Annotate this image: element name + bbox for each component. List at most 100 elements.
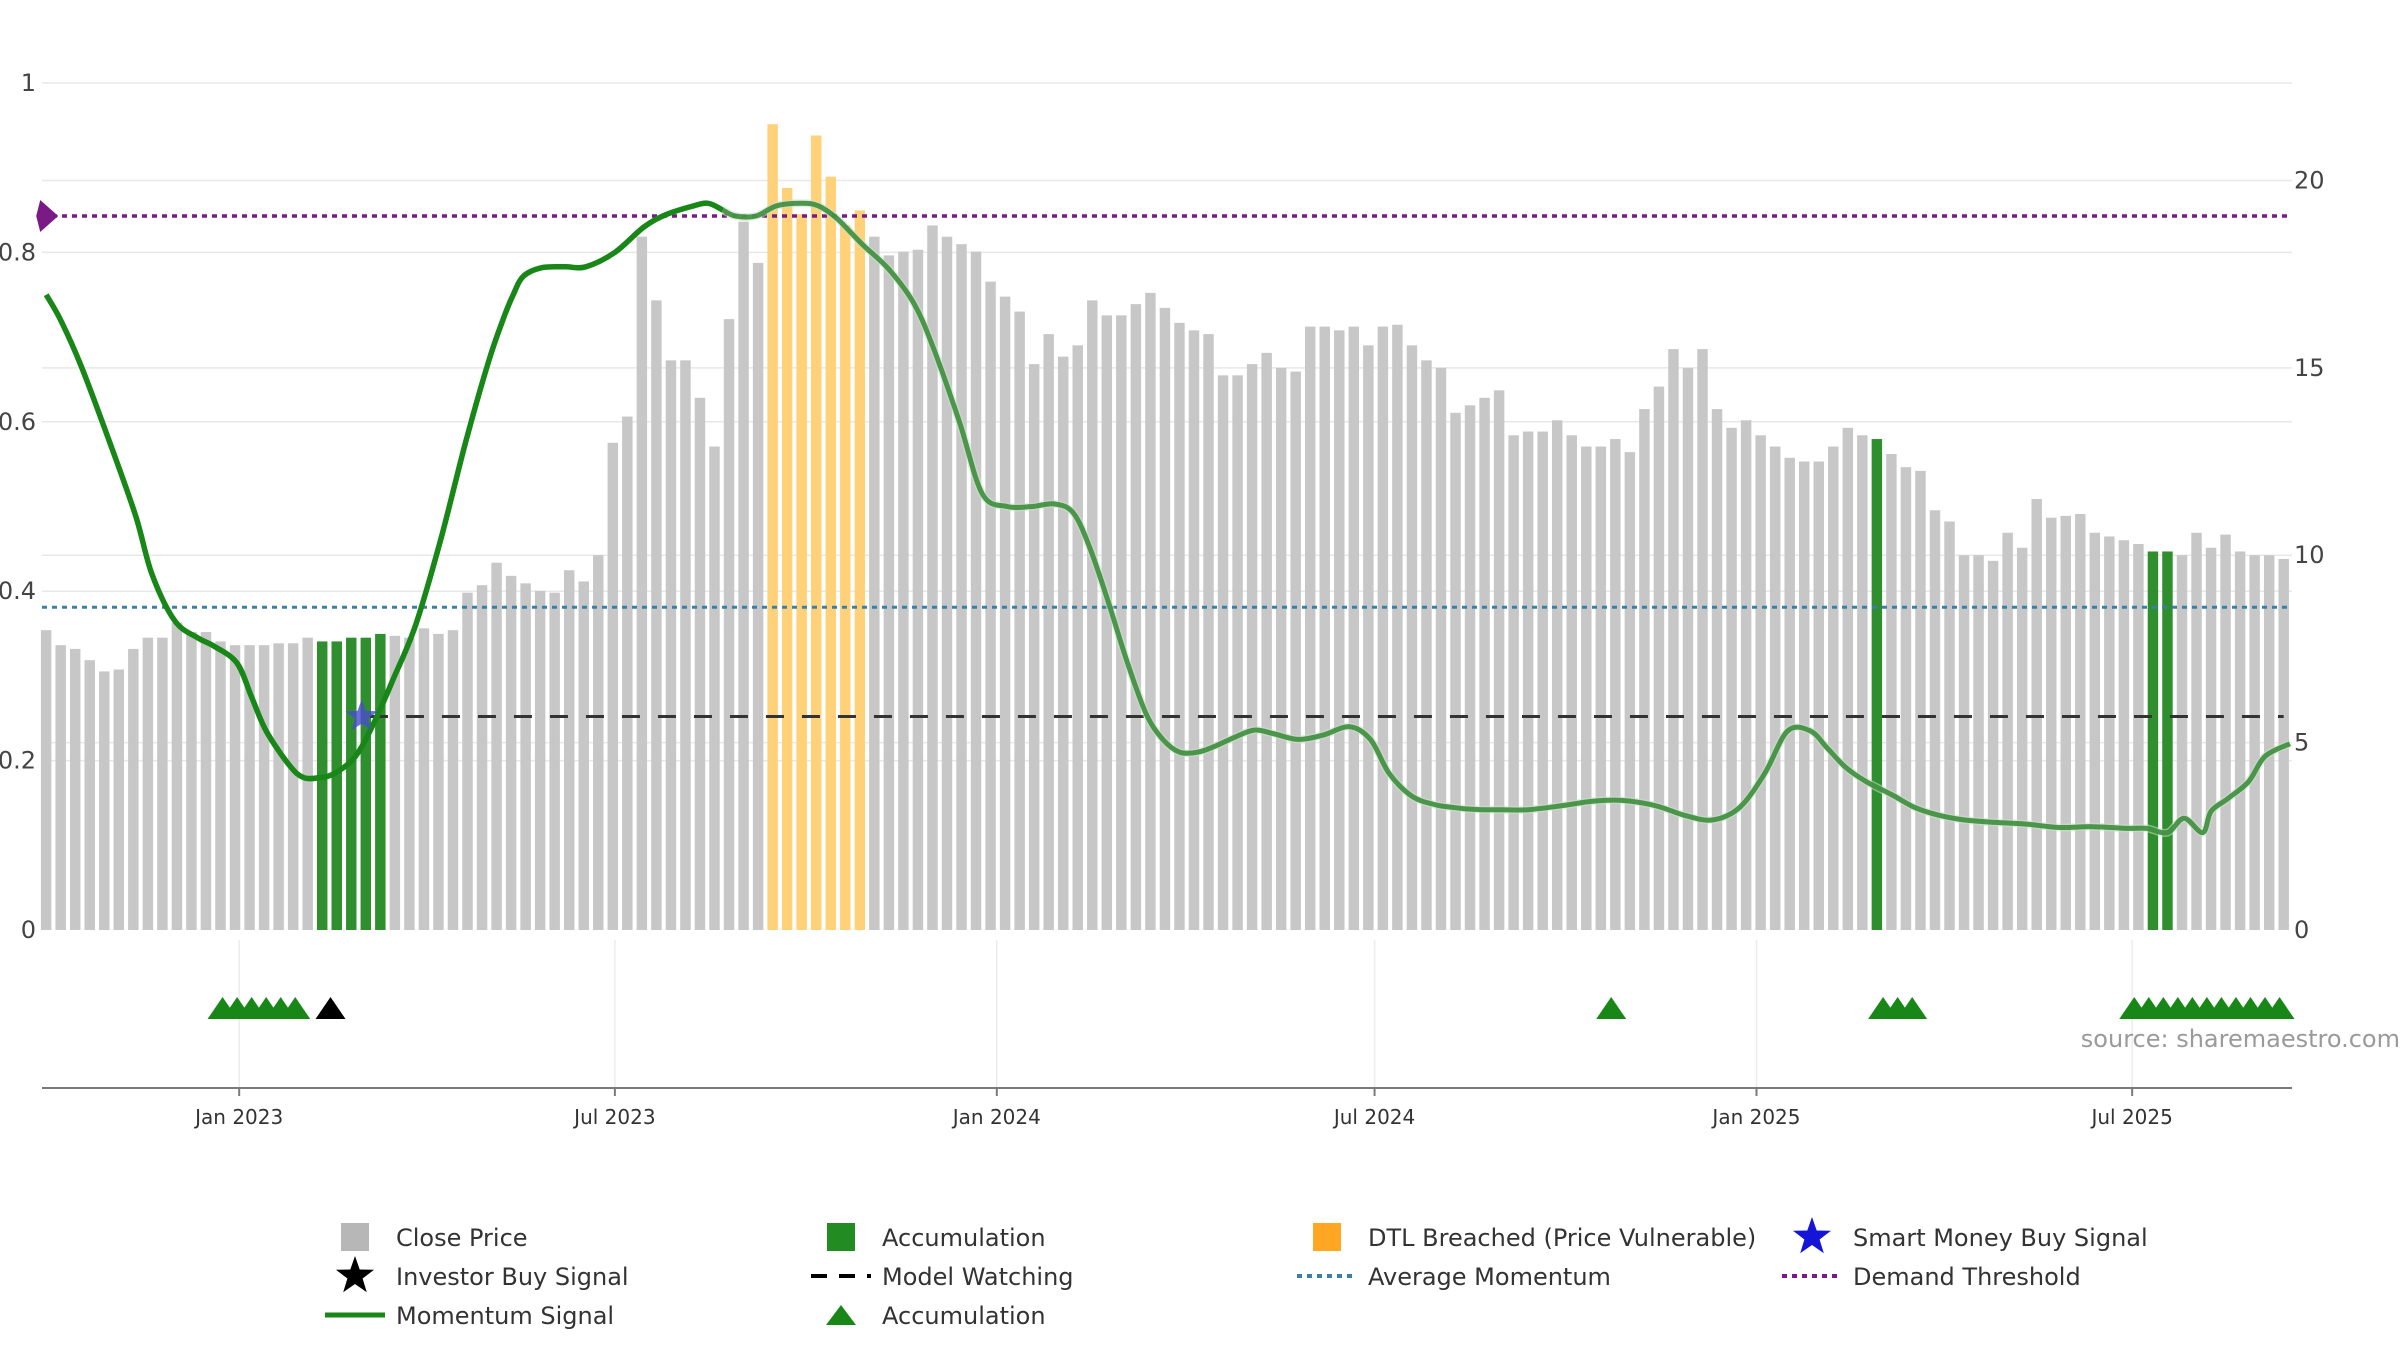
dtl-breached-bar[interactable] [840, 225, 851, 931]
legend-item[interactable]: Accumulation [826, 1302, 1046, 1330]
close-price-bar[interactable] [520, 583, 531, 930]
close-price-bar[interactable] [1421, 360, 1432, 930]
close-price-bar[interactable] [723, 319, 735, 931]
close-price-bar[interactable] [1842, 427, 1854, 930]
close-price-bar[interactable] [1755, 435, 1766, 930]
legend-item[interactable]: Demand Threshold [1782, 1263, 2081, 1291]
close-price-bar[interactable] [694, 397, 706, 930]
accumulation-bar[interactable] [375, 633, 386, 930]
close-price-bar[interactable] [2205, 547, 2217, 930]
close-price-bar[interactable] [433, 633, 444, 930]
close-price-bar[interactable] [1769, 446, 1781, 930]
close-price-bar[interactable] [1334, 330, 1345, 930]
close-price-bar[interactable] [1188, 330, 1200, 930]
close-price-bar[interactable] [1697, 349, 1708, 931]
close-price-bar[interactable] [1857, 435, 1868, 930]
close-price-bar[interactable] [2089, 532, 2101, 930]
legend-item[interactable]: Accumulation [827, 1223, 1046, 1252]
close-price-bar[interactable] [1813, 461, 1824, 930]
close-price-bar[interactable] [1653, 386, 1665, 930]
legend-item[interactable]: DTL Breached (Price Vulnerable) [1313, 1223, 1756, 1252]
close-price-bar[interactable] [1479, 397, 1490, 930]
legend-item[interactable]: Smart Money Buy Signal [1793, 1217, 2148, 1254]
close-price-bar[interactable] [200, 632, 212, 930]
close-price-bar[interactable] [389, 635, 401, 930]
close-price-bar[interactable] [84, 660, 95, 930]
close-price-bar[interactable] [1639, 409, 1650, 931]
close-price-bar[interactable] [1261, 352, 1272, 930]
close-price-bar[interactable] [491, 562, 502, 930]
close-price-bar[interactable] [1406, 345, 1418, 931]
legend-item[interactable]: Average Momentum [1297, 1263, 1611, 1291]
accumulation-bar[interactable] [316, 641, 328, 930]
close-price-bar[interactable] [2249, 555, 2260, 930]
close-price-bar[interactable] [2263, 555, 2275, 930]
close-price-bar[interactable] [1232, 375, 1243, 931]
close-price-bar[interactable] [1101, 315, 1113, 931]
close-price-bar[interactable] [956, 244, 967, 931]
close-price-bar[interactable] [142, 637, 154, 930]
close-price-bar[interactable] [1929, 510, 1941, 930]
close-price-bar[interactable] [534, 590, 546, 930]
momentum-signal-line-late[interactable] [721, 200, 2292, 836]
close-price-bar[interactable] [665, 360, 677, 930]
close-price-bar[interactable] [1159, 307, 1171, 930]
close-price-bar[interactable] [2220, 534, 2231, 930]
dtl-breached-bar[interactable] [810, 135, 822, 931]
close-price-bar[interactable] [2176, 555, 2188, 930]
close-price-bar[interactable] [970, 251, 982, 930]
legend-item[interactable]: Model Watching [811, 1263, 1074, 1291]
close-price-bar[interactable] [1348, 326, 1360, 930]
close-price-bar[interactable] [2133, 543, 2144, 930]
close-price-bar[interactable] [651, 300, 662, 930]
close-price-bar[interactable] [636, 236, 648, 930]
close-price-bar[interactable] [1246, 364, 1258, 930]
accumulation-bar[interactable] [2162, 551, 2173, 930]
accumulation-bar[interactable] [360, 637, 372, 930]
close-price-bar[interactable] [2075, 513, 2086, 930]
close-price-bar[interactable] [1726, 427, 1737, 930]
close-price-bar[interactable] [1973, 555, 1984, 930]
close-price-bar[interactable] [941, 236, 953, 930]
close-price-bar[interactable] [1014, 311, 1025, 930]
close-price-bar[interactable] [1508, 435, 1519, 930]
close-price-bar[interactable] [1028, 364, 1040, 930]
close-price-bar[interactable] [258, 645, 270, 930]
close-price-bar[interactable] [738, 221, 749, 930]
close-price-bar[interactable] [229, 645, 241, 930]
close-price-bar[interactable] [404, 637, 415, 930]
close-price-bar[interactable] [2118, 540, 2130, 930]
dtl-breached-bar[interactable] [796, 214, 807, 931]
demand-threshold-marker[interactable] [36, 199, 59, 232]
close-price-bar[interactable] [1944, 521, 1955, 930]
close-price-bar[interactable] [1566, 435, 1577, 930]
close-price-bar[interactable] [2045, 517, 2057, 930]
close-price-bar[interactable] [1551, 420, 1563, 930]
close-price-bar[interactable] [1682, 367, 1694, 930]
close-price-bar[interactable] [1435, 367, 1447, 930]
close-price-bar[interactable] [113, 669, 125, 930]
close-price-bar[interactable] [1493, 390, 1505, 930]
close-price-bar[interactable] [912, 249, 924, 930]
close-price-bar[interactable] [1522, 431, 1534, 930]
close-price-bar[interactable] [563, 570, 575, 930]
legend-item[interactable]: Close Price [341, 1223, 528, 1252]
close-price-bar[interactable] [1450, 412, 1461, 930]
close-price-bar[interactable] [2002, 532, 2013, 930]
close-price-bar[interactable] [2191, 532, 2202, 930]
close-price-bar[interactable] [1624, 452, 1636, 930]
dtl-breached-bar[interactable] [781, 187, 793, 930]
close-price-bar[interactable] [215, 641, 226, 930]
close-price-bar[interactable] [244, 645, 255, 930]
dtl-breached-bar[interactable] [825, 176, 836, 930]
close-price-bar[interactable] [752, 262, 764, 930]
close-price-bar[interactable] [287, 643, 299, 930]
close-price-bar[interactable] [999, 296, 1011, 930]
close-price-bar[interactable] [1130, 304, 1142, 930]
close-price-bar[interactable] [2031, 499, 2042, 930]
close-price-bar[interactable] [1958, 555, 1970, 930]
close-price-bar[interactable] [157, 637, 168, 930]
accumulation-bar[interactable] [2147, 551, 2159, 930]
accumulation-marker[interactable] [1897, 997, 1928, 1019]
accumulation-marker[interactable] [280, 997, 311, 1019]
